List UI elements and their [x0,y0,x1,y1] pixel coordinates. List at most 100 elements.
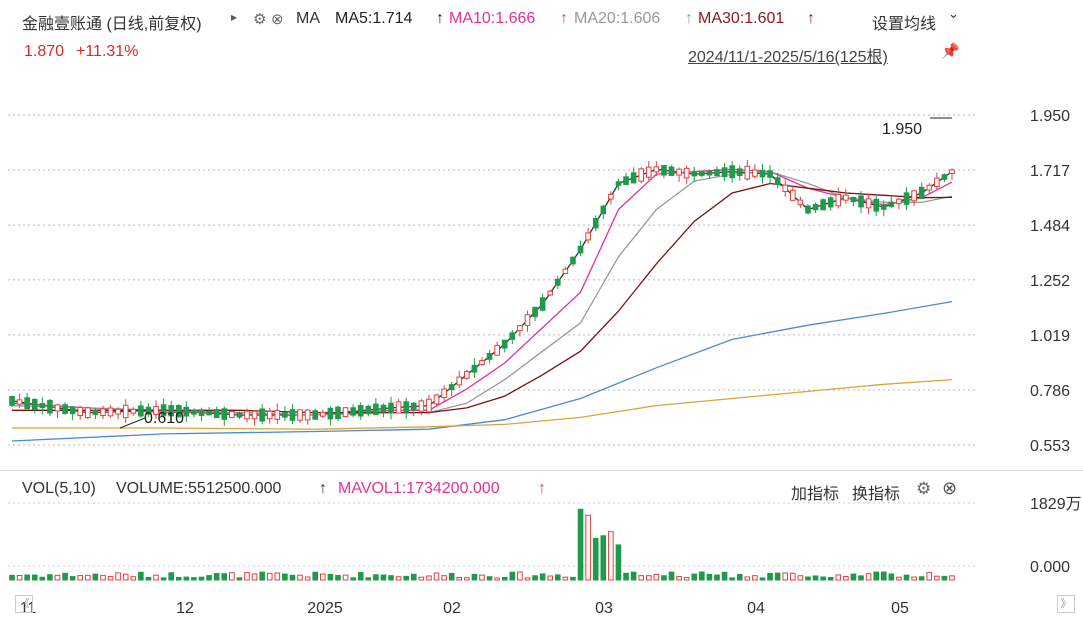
candle-body [153,406,159,415]
candle-body [100,408,106,416]
candle-body [122,404,129,419]
candle-body [282,412,288,418]
volume-bars [9,508,955,581]
volume-bar [903,574,910,581]
close-icon[interactable]: ⊗ [942,478,958,498]
time-tick-label: 02 [443,600,461,617]
candle-body [297,409,303,421]
volume-bar [721,571,728,581]
scroll-right-button[interactable]: 》 [1057,595,1075,613]
ma30-arrow: ↑ [807,10,815,27]
volume-bar [865,573,872,581]
candle-body [790,189,796,201]
volume-bar [683,576,690,581]
candle-body [668,166,675,176]
candle-body [767,170,773,178]
ma10-arrow: ↑ [560,10,568,27]
candle-body [221,408,228,420]
volume-bar [805,576,811,581]
volume-bar [115,572,121,581]
volume-bar [183,576,190,581]
candle-body [843,194,849,201]
volume-bar [873,571,879,581]
price-axis-labels: 1.950 1.717 1.484 1.252 1.019 0.786 0.553 1829万… [1030,108,1082,576]
volume-bar [471,573,478,581]
volume-bar [850,573,857,581]
candle-body [691,171,698,177]
candle-body [592,218,599,229]
time-tick-label: 04 [747,600,765,617]
candle-body [175,405,182,418]
expand-arrow-icon[interactable]: ▸ [231,10,238,24]
volume-bar [85,574,91,581]
volume-bar [107,576,114,581]
volume-bar [365,577,372,581]
candle-body [77,406,84,416]
candle-body [388,402,394,414]
chevron-down-icon[interactable]: ⌄ [948,6,959,21]
candle-body [327,407,334,420]
volume-bar [524,577,531,581]
scroll-left-button[interactable]: 《 [15,595,33,613]
gear-icon[interactable]: ⚙ [916,479,932,498]
gear-icon[interactable]: ⚙ [253,11,267,28]
candle-body [145,406,152,415]
volume-bar [509,571,516,581]
volume-bar [9,574,15,581]
date-range[interactable]: 2024/11/1-2025/5/16(125根) [688,49,888,66]
ma-line-ma60 [11,300,953,442]
add-indicator-button[interactable]: 加指标 [791,486,840,503]
candle-body [509,332,516,340]
candle-body [805,205,811,214]
volume-bar [221,573,228,581]
close-icon[interactable]: ⊗ [271,11,284,28]
volume-bar [62,572,68,581]
price-grid [8,114,975,567]
candle-body [903,192,910,205]
candle-body [517,325,523,332]
candle-body [683,167,690,179]
candle-body [570,256,576,265]
volume-bar [592,538,599,581]
volume-bar [676,576,682,581]
candle-body [479,360,485,366]
volume-bar [812,575,819,581]
time-tick-label: 12 [176,600,194,617]
ma5-arrow: ↑ [436,10,444,27]
candle-body [600,205,607,215]
volume-tick-label: 1829万 [1030,496,1082,513]
candle-body [335,406,341,420]
volume-bar [767,572,773,581]
switch-indicator-button[interactable]: 换指标 [852,486,901,503]
volume-bar [433,572,440,581]
candle-body [729,165,735,179]
volume-indicator-label: VOL(5,10) [22,480,96,497]
time-axis-labels: 11 12 2025 02 03 04 05 [20,600,909,617]
candle-body [160,404,167,417]
pin-icon[interactable]: 📌 [941,43,960,60]
candle-body [168,405,174,417]
ma-line-ma120 [12,378,953,430]
stock-title: 金融壹账通 (日线,前复权) [22,16,202,33]
volume-bar [577,508,584,581]
candle-body [69,406,76,415]
volume-bar [714,574,720,581]
candle-body [198,409,205,416]
candle-body [827,197,834,208]
settings-button[interactable]: 设置均线 [872,16,937,33]
candle-body [774,177,781,186]
current-price: 1.870 [24,43,65,60]
candle-body [251,410,258,420]
volume-bar [494,577,500,581]
price-tick-label: 1.019 [1030,328,1070,345]
candle-body [873,198,879,212]
candle-body [812,204,819,211]
volume-bar [790,572,796,581]
candle-body [555,278,561,286]
price-tick-label: 1.484 [1030,218,1070,235]
candle-body [426,398,432,413]
candle-body [949,169,955,174]
volume-bar [342,574,349,581]
ma20-arrow: ↑ [685,10,693,27]
